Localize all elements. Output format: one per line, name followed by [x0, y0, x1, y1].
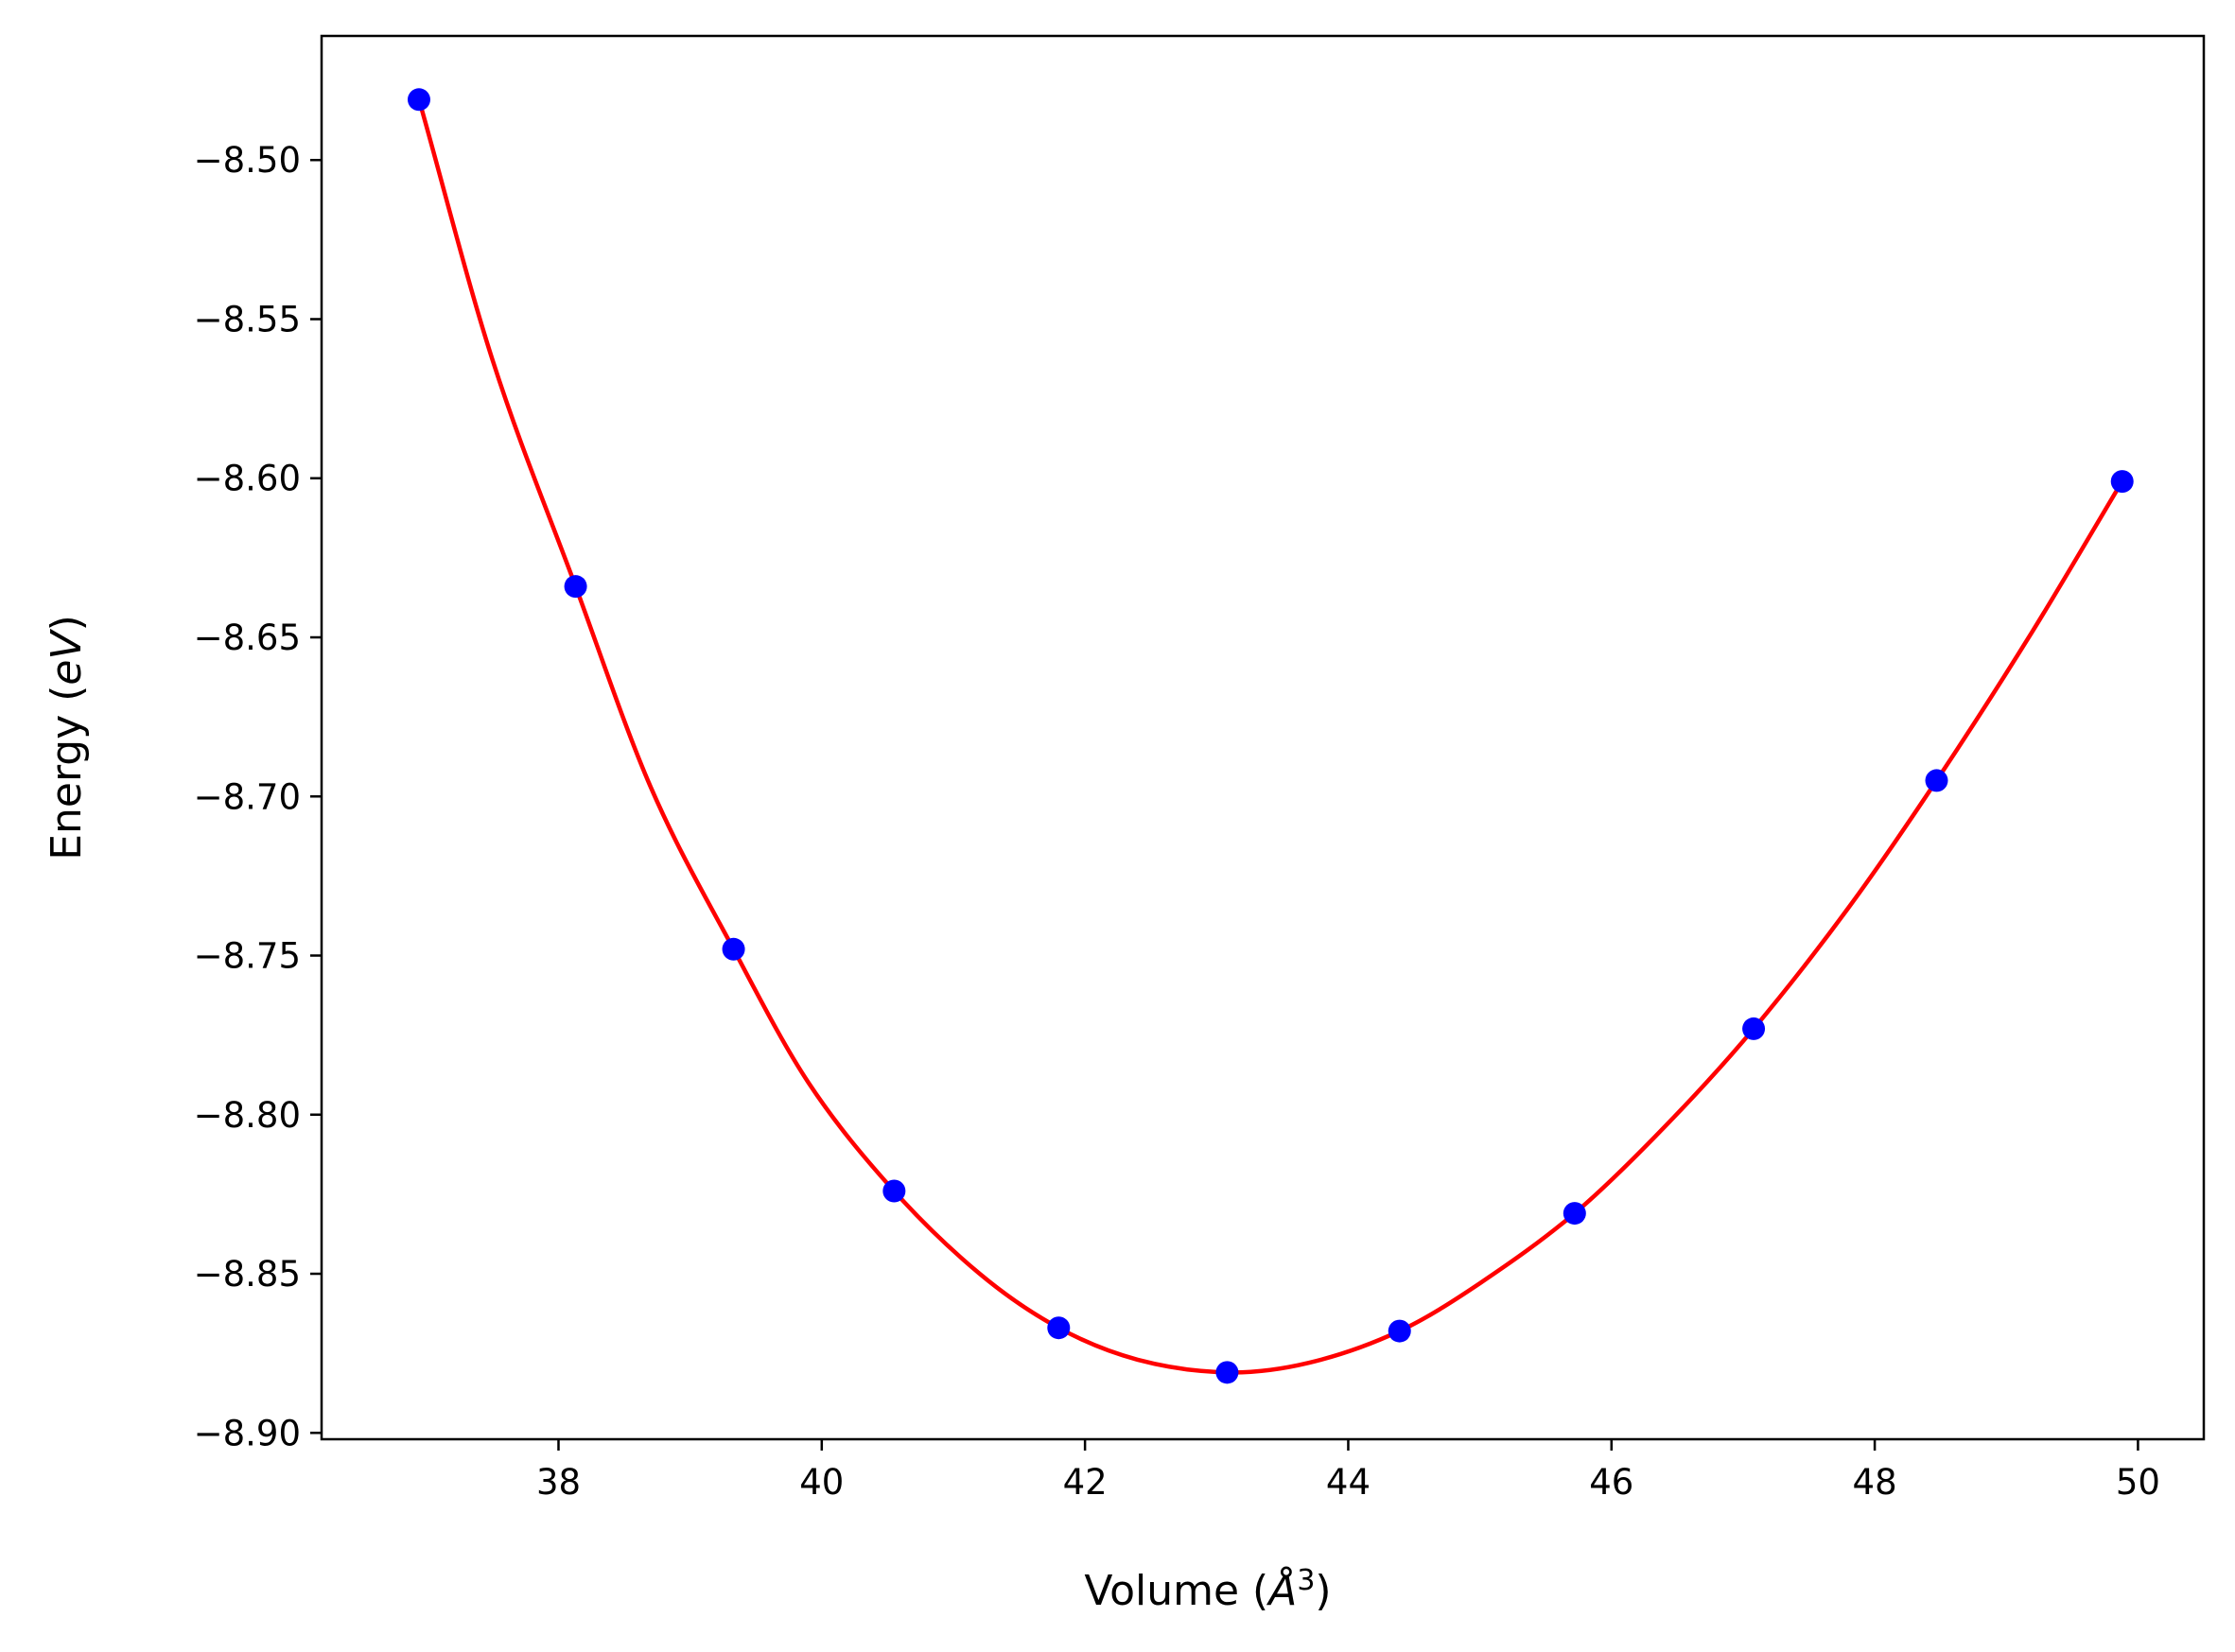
data-point: [722, 937, 745, 961]
x-tick-label: 42: [1063, 1462, 1108, 1503]
y-tick-label: −8.70: [194, 776, 301, 817]
y-axis-label: Energy (eV): [43, 615, 91, 861]
x-axis-ticks: 38 40 42 44 46 48 50: [536, 1439, 2160, 1503]
data-point: [1742, 1017, 1766, 1040]
y-tick-label: −8.50: [194, 140, 301, 181]
data-points-layer: [407, 88, 2134, 1384]
data-point: [1388, 1319, 1411, 1343]
data-point: [2110, 470, 2134, 494]
y-tick-label: −8.90: [194, 1413, 301, 1453]
y-tick-label: −8.60: [194, 459, 301, 499]
x-tick-label: 38: [536, 1462, 581, 1503]
fit-curve-layer: [416, 98, 2124, 1375]
y-tick-label: −8.65: [194, 617, 301, 658]
x-tick-label: 48: [1853, 1462, 1897, 1503]
data-point: [1563, 1202, 1586, 1226]
y-tick-label: −8.75: [194, 936, 301, 977]
data-point: [1215, 1361, 1239, 1384]
data-point: [1925, 769, 1948, 792]
x-tick-label: 44: [1326, 1462, 1371, 1503]
x-tick-label: 46: [1589, 1462, 1633, 1503]
data-point: [882, 1179, 906, 1203]
data-point: [564, 575, 587, 599]
x-tick-label: 40: [799, 1462, 844, 1503]
plot-area-frame: [320, 34, 2206, 1441]
y-axis-ticks: −8.50 −8.55 −8.60 −8.65 −8.70 −8.75 −8.80 −8.85…: [194, 140, 322, 1453]
data-point: [407, 88, 430, 112]
y-tick-label: −8.85: [194, 1254, 301, 1295]
y-tick-label: −8.55: [194, 299, 301, 339]
x-tick-label: 50: [2116, 1462, 2160, 1503]
x-axis-label: Volume (Å3): [1084, 1564, 1331, 1615]
fit-curve-line: [416, 98, 2124, 1375]
data-point: [1047, 1316, 1071, 1340]
y-tick-label: −8.80: [194, 1095, 301, 1136]
